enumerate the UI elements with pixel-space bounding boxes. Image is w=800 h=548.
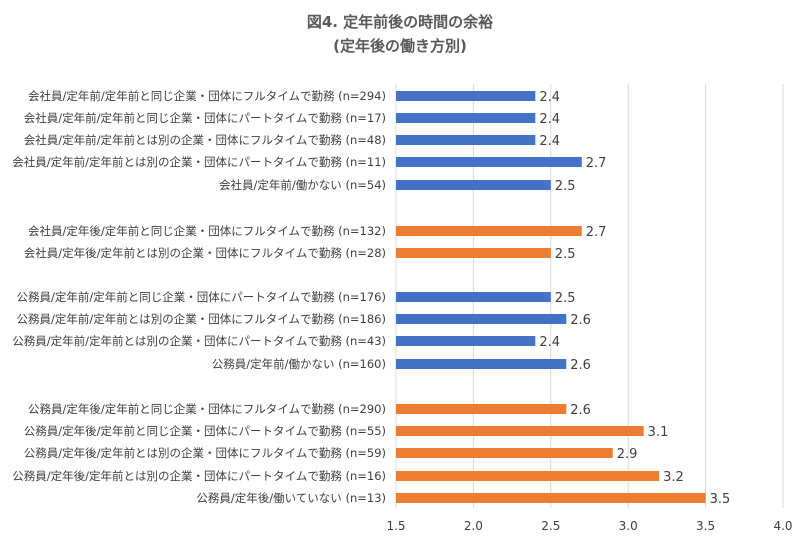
chart-title: 図4. 定年前後の時間の余裕 [306, 13, 494, 31]
value-label: 3.1 [648, 425, 669, 440]
category-label: 公務員/定年後/定年前と同じ企業・団体にパートタイムで勤務 (n=55) [24, 424, 386, 438]
category-label: 会社員/定年前/働かない (n=54) [219, 178, 386, 192]
bar [396, 359, 567, 369]
category-label: 公務員/定年前/定年前と同じ企業・団体にパートタイムで勤務 (n=176) [16, 290, 386, 304]
value-label: 2.4 [539, 90, 560, 105]
bar [396, 226, 582, 236]
value-label: 2.5 [555, 179, 576, 194]
value-label: 2.6 [570, 358, 591, 373]
category-label: 会社員/定年後/定年前と同じ企業・団体にフルタイムで勤務 (n=132) [28, 224, 386, 238]
category-label: 公務員/定年後/働いていない (n=13) [196, 491, 386, 505]
category-label: 公務員/定年後/定年前とは別の企業・団体にパートタイムで勤務 (n=16) [12, 469, 386, 483]
bar [396, 180, 551, 190]
value-label: 3.2 [663, 470, 684, 485]
value-label: 2.7 [586, 225, 607, 240]
value-label: 2.4 [539, 134, 560, 149]
bar [396, 493, 706, 503]
category-label: 会社員/定年前/定年前と同じ企業・団体にパートタイムで勤務 (n=17) [24, 111, 386, 125]
bar [396, 336, 536, 346]
bar [396, 248, 551, 258]
bar [396, 135, 536, 145]
value-label: 2.4 [539, 335, 560, 350]
category-label: 会社員/定年前/定年前とは別の企業・団体にパートタイムで勤務 (n=11) [12, 155, 386, 169]
bar [396, 91, 536, 101]
category-label: 公務員/定年前/定年前とは別の企業・団体にフルタイムで勤務 (n=186) [16, 312, 386, 326]
category-label: 会社員/定年前/定年前と同じ企業・団体にフルタイムで勤務 (n=294) [28, 89, 386, 103]
x-tick-label: 2.0 [464, 519, 483, 533]
category-label: 会社員/定年後/定年前とは別の企業・団体にフルタイムで勤務 (n=28) [24, 246, 386, 260]
bar [396, 113, 536, 123]
value-label: 2.6 [570, 403, 591, 418]
bar [396, 471, 660, 481]
value-label: 2.9 [617, 447, 638, 462]
chart-subtitle: (定年後の働き方別) [333, 37, 467, 55]
bar [396, 292, 551, 302]
x-tick-label: 4.0 [773, 519, 792, 533]
bar [396, 314, 567, 324]
category-label: 公務員/定年後/定年前と同じ企業・団体にフルタイムで勤務 (n=290) [28, 402, 386, 416]
bar [396, 404, 567, 414]
category-label: 会社員/定年前/定年前とは別の企業・団体にフルタイムで勤務 (n=48) [24, 133, 386, 147]
value-label: 2.5 [555, 247, 576, 262]
value-label: 2.6 [570, 313, 591, 328]
value-label: 2.5 [555, 291, 576, 306]
value-label: 3.5 [710, 492, 731, 507]
x-tick-label: 1.5 [386, 519, 405, 533]
value-label: 2.4 [539, 112, 560, 127]
x-tick-label: 3.5 [696, 519, 715, 533]
category-label: 公務員/定年前/定年前とは別の企業・団体にパートタイムで勤務 (n=43) [12, 334, 386, 348]
bar [396, 426, 644, 436]
bar [396, 448, 613, 458]
category-label: 公務員/定年前/働かない (n=160) [212, 357, 386, 371]
x-tick-label: 3.0 [619, 519, 638, 533]
bar [396, 157, 582, 167]
x-tick-label: 2.5 [541, 519, 560, 533]
category-label: 公務員/定年後/定年前とは別の企業・団体にフルタイムで勤務 (n=59) [24, 446, 386, 460]
chart-title-block: 図4. 定年前後の時間の余裕 (定年後の働き方別) [0, 10, 800, 58]
value-label: 2.7 [586, 156, 607, 171]
